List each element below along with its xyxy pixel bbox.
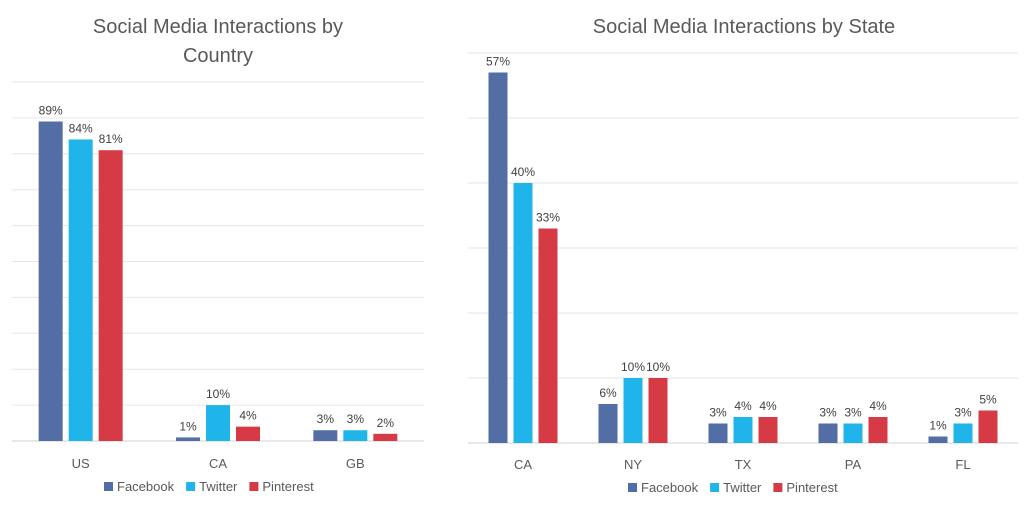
chart-title: Country (183, 45, 253, 67)
bar-twitter-fl (953, 423, 973, 443)
data-label: 10% (206, 387, 230, 401)
bar-facebook-gb (313, 430, 338, 441)
data-label: 4% (239, 409, 257, 423)
bar-pinterest-ca (236, 426, 260, 441)
bar-facebook-pa (818, 423, 838, 443)
legend-label-pinterest: Pinterest (786, 480, 838, 495)
bar-facebook-tx (708, 423, 728, 443)
data-label: 57% (486, 55, 510, 69)
x-tick-label: GB (346, 456, 365, 471)
data-label: 4% (759, 399, 777, 413)
chart-title: Social Media Interactions by State (593, 16, 895, 38)
data-label: 4% (734, 399, 752, 413)
legend-swatch-twitter (186, 482, 196, 491)
bar-facebook-fl (928, 436, 948, 443)
data-label: 10% (646, 360, 670, 374)
bar-facebook-us (38, 121, 63, 442)
chart-country: Social Media Interactions by Country 89% 84… (0, 0, 440, 513)
bar-facebook-ca (176, 437, 200, 441)
data-label: 2% (377, 416, 395, 430)
bar-twitter-ny (623, 378, 643, 443)
legend-label-twitter: Twitter (723, 480, 762, 495)
bar-pinterest-fl (978, 410, 998, 443)
legend-swatch-twitter (710, 483, 720, 492)
data-label: 3% (819, 406, 837, 420)
bar-twitter-pa (843, 423, 863, 443)
x-tick-label: US (72, 456, 90, 471)
bar-pinterest-gb (373, 433, 398, 441)
data-label: 33% (536, 211, 560, 225)
data-label: 1% (179, 419, 197, 433)
legend-label-twitter: Twitter (199, 479, 238, 494)
data-label: 3% (347, 412, 365, 426)
data-label: 3% (954, 406, 972, 420)
legend-label-pinterest: Pinterest (262, 479, 314, 494)
bar-pinterest-pa (868, 417, 888, 443)
legend-swatch-facebook (628, 483, 637, 492)
bar-facebook-ny (598, 404, 618, 443)
data-label: 1% (929, 419, 947, 433)
legend-label-facebook: Facebook (641, 480, 699, 495)
bar-twitter-tx (733, 417, 753, 443)
data-label: 84% (69, 121, 93, 135)
bar-pinterest-us (98, 150, 123, 441)
data-label: 3% (709, 406, 727, 420)
bar-twitter-gb (343, 430, 368, 441)
x-tick-label: CA (514, 457, 532, 472)
chart-state: Social Media Interactions by State 57% 40%… (468, 0, 1030, 513)
legend-swatch-facebook (104, 482, 113, 491)
data-label: 89% (39, 103, 63, 117)
chart-title: Social Media Interactions by (93, 16, 343, 38)
x-tick-label: NY (624, 457, 642, 472)
bar-pinterest-ny (648, 378, 668, 443)
bar-twitter-us (68, 139, 93, 441)
x-tick-label: PA (845, 457, 862, 472)
data-label: 4% (869, 399, 887, 413)
data-label: 40% (511, 165, 535, 179)
bar-pinterest-tx (758, 417, 778, 443)
data-label: 5% (979, 393, 997, 407)
data-label: 81% (99, 132, 123, 146)
x-tick-label: TX (735, 457, 752, 472)
data-label: 3% (317, 412, 335, 426)
data-label: 6% (599, 386, 617, 400)
bar-twitter-ca (513, 183, 533, 443)
data-label: 3% (844, 406, 862, 420)
legend-swatch-pinterest (773, 483, 783, 492)
bar-facebook-ca (488, 72, 508, 443)
bar-twitter-ca (206, 405, 230, 441)
legend-label-facebook: Facebook (117, 479, 175, 494)
data-label: 10% (621, 360, 645, 374)
x-tick-label: FL (955, 457, 970, 472)
legend-swatch-pinterest (249, 482, 259, 491)
bar-pinterest-ca (538, 228, 558, 443)
x-tick-label: CA (209, 456, 227, 471)
chart-country-svg: Social Media Interactions by Country 89% 84… (12, 16, 424, 494)
chart-state-svg: Social Media Interactions by State 57% 40%… (468, 16, 1018, 495)
